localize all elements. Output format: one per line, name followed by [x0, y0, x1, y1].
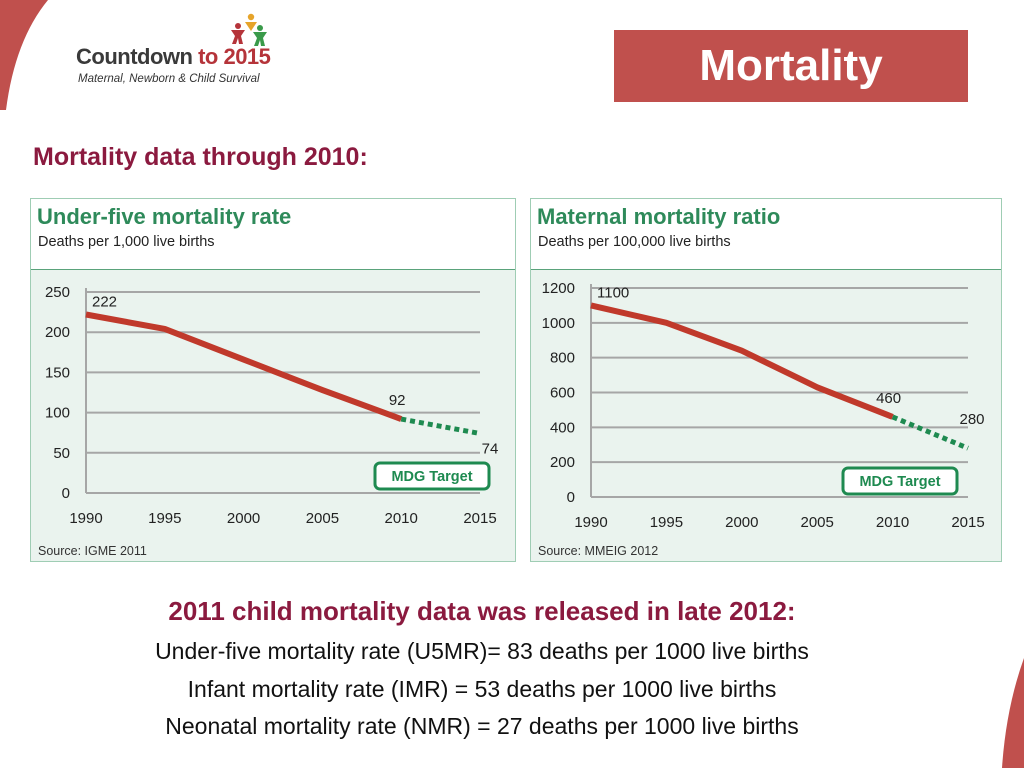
x-tick-label: 1990	[69, 510, 102, 527]
y-tick-label: 1200	[542, 280, 575, 297]
logo-wordmark: Countdown to 2015	[76, 44, 271, 69]
mdg-target-box	[841, 466, 959, 496]
chart-title: Under-five mortality rate	[37, 204, 292, 229]
section-heading: Mortality data through 2010:	[33, 143, 368, 171]
slide-title: Mortality	[614, 30, 968, 102]
data-label: 92	[389, 392, 406, 409]
footer-line-nmr: Neonatal mortality rate (NMR) = 27 death…	[165, 713, 799, 739]
corner-decoration-bottom	[1002, 658, 1024, 768]
under-five-chart: 0 50 100 150 200 250 1990 1995 2000 2005 2010 2015 2…	[45, 284, 499, 527]
x-tick-label: 2010	[385, 510, 418, 527]
y-tick-label: 0	[62, 485, 70, 502]
y-tick-label: 200	[45, 324, 70, 341]
countdown-logo: Countdown to 2015 Maternal, Newborn & Ch…	[74, 12, 304, 92]
chart-title: Maternal mortality ratio	[537, 204, 781, 229]
mdg-target-label: MDG Target	[391, 469, 472, 485]
x-tick-label: 2000	[725, 514, 758, 531]
x-tick-label: 1995	[148, 510, 181, 527]
y-tick-label: 0	[567, 489, 575, 506]
y-tick-label: 100	[45, 405, 70, 422]
data-line	[590, 302, 894, 420]
x-tick-label: 2005	[801, 514, 834, 531]
x-tick-label: 2010	[876, 514, 909, 531]
y-tick-label: 150	[45, 364, 70, 381]
logo-tagline: Maternal, Newborn & Child Survival	[78, 73, 260, 85]
data-label: 460	[876, 390, 901, 407]
projection-line	[891, 414, 969, 451]
maternal-chart-panel: Maternal mortality ratio Deaths per 100,…	[530, 198, 1002, 562]
y-tick-label: 200	[550, 454, 575, 471]
x-tick-label: 2015	[463, 510, 496, 527]
data-line	[85, 311, 403, 422]
y-tick-label: 400	[550, 419, 575, 436]
data-label: 1100	[597, 284, 629, 301]
y-tick-label: 1000	[542, 315, 575, 332]
chart-source: Source: MMEIG 2012	[538, 544, 659, 558]
corner-decoration	[0, 0, 48, 110]
footer-line-imr: Infant mortality rate (IMR) = 53 deaths …	[187, 676, 777, 702]
chart-subtitle: Deaths per 100,000 live births	[538, 234, 731, 250]
chart-header: Under-five mortality rate Deaths per 1,0…	[31, 199, 515, 270]
data-label: 280	[959, 411, 984, 428]
chart-source: Source: IGME 2011	[38, 544, 147, 558]
y-tick-label: 250	[45, 284, 70, 301]
projection-line	[400, 416, 481, 436]
y-tick-label: 50	[53, 445, 70, 462]
x-tick-label: 1990	[574, 514, 607, 531]
data-label: 74	[482, 441, 499, 458]
x-tick-label: 1995	[650, 514, 683, 531]
x-tick-label: 2015	[951, 514, 984, 531]
footer-heading: 2011 child mortality data was released i…	[168, 596, 796, 626]
x-tick-label: 2000	[227, 510, 260, 527]
mdg-target-label: MDG Target	[859, 474, 940, 490]
under-five-chart-panel: Under-five mortality rate Deaths per 1,0…	[30, 198, 516, 562]
people-figures-icon	[231, 13, 267, 46]
mdg-target-box	[373, 461, 491, 491]
data-label: 222	[92, 294, 117, 311]
maternal-chart: 0 200 400 600 800 1000 1200 1990 1995 2000 2005 201…	[542, 280, 985, 531]
y-tick-label: 800	[550, 350, 575, 367]
y-tick-label: 600	[550, 385, 575, 402]
x-tick-label: 2005	[306, 510, 339, 527]
chart-header: Maternal mortality ratio Deaths per 100,…	[531, 199, 1001, 270]
chart-subtitle: Deaths per 1,000 live births	[38, 234, 215, 250]
footer-line-u5mr: Under-five mortality rate (U5MR)= 83 dea…	[155, 638, 809, 664]
